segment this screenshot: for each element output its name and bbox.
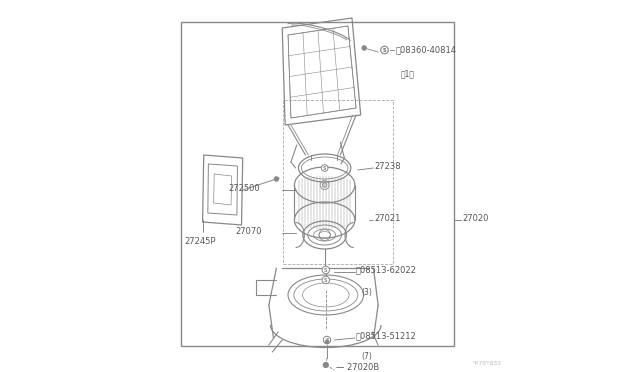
Text: S: S <box>325 337 329 343</box>
Circle shape <box>323 362 328 368</box>
Circle shape <box>321 165 328 171</box>
Text: 27245P: 27245P <box>184 237 216 247</box>
Text: ＜1＞: ＜1＞ <box>400 70 414 78</box>
Bar <box>180 22 454 346</box>
Text: 27020: 27020 <box>463 214 489 222</box>
Text: (3): (3) <box>362 288 372 296</box>
Circle shape <box>274 177 278 181</box>
Text: Ⓢ08360-40814: Ⓢ08360-40814 <box>396 45 456 55</box>
Text: S: S <box>383 48 387 52</box>
Text: — 27020B: — 27020B <box>336 363 380 372</box>
Bar <box>283 100 392 264</box>
Circle shape <box>381 46 388 54</box>
Text: S: S <box>324 267 328 273</box>
Circle shape <box>323 268 326 272</box>
Text: ^P70*033: ^P70*033 <box>472 362 502 366</box>
Text: 272500: 272500 <box>228 183 260 192</box>
Text: 27238: 27238 <box>374 161 401 170</box>
Text: S: S <box>383 48 387 52</box>
Text: S: S <box>324 278 328 282</box>
Text: 27021: 27021 <box>374 214 401 222</box>
Text: Ⓢ08513-51212: Ⓢ08513-51212 <box>356 331 417 340</box>
Circle shape <box>322 276 330 284</box>
Text: 27070: 27070 <box>236 227 262 235</box>
Text: Ⓢ08513-62022: Ⓢ08513-62022 <box>356 266 417 275</box>
Circle shape <box>325 340 329 344</box>
Text: (7): (7) <box>362 352 372 360</box>
Circle shape <box>323 336 331 344</box>
Circle shape <box>323 183 327 187</box>
Text: S: S <box>323 166 326 170</box>
Circle shape <box>322 266 330 274</box>
Circle shape <box>381 46 388 54</box>
Circle shape <box>362 46 367 50</box>
